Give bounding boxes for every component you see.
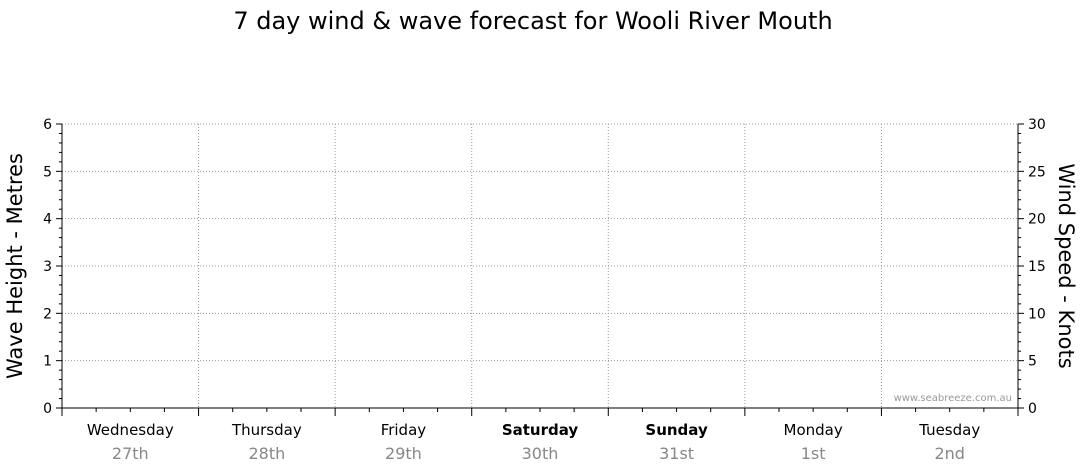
right-axis-title: Wind Speed - Knots	[1054, 163, 1078, 368]
day-name-label: Tuesday	[918, 421, 980, 439]
watermark: www.seabreeze.com.au	[894, 393, 1012, 404]
left-tick-label: 6	[43, 117, 52, 133]
left-axis-title: Wave Height - Metres	[3, 153, 27, 379]
right-tick-label: 0	[1028, 401, 1037, 417]
right-tick-label: 5	[1028, 354, 1037, 370]
left-tick-label: 2	[43, 306, 52, 322]
grid-lines	[62, 123, 1018, 408]
left-tick-label: 4	[43, 212, 52, 228]
day-date-label: 31st	[659, 444, 694, 463]
day-date-label: 27th	[112, 444, 149, 463]
axes	[61, 124, 1019, 416]
chart-title: 7 day wind & wave forecast for Wooli Riv…	[233, 7, 832, 35]
day-date-label: 2nd	[934, 444, 964, 463]
right-tick-label: 30	[1028, 117, 1046, 133]
left-tick-label: 3	[43, 259, 52, 275]
day-name-label: Wednesday	[87, 421, 174, 439]
day-date-label: 28th	[248, 444, 285, 463]
left-axis-ticks: 0 1 2 3 4 5 6	[43, 117, 62, 417]
right-tick-label: 10	[1028, 306, 1046, 322]
left-tick-label: 5	[43, 164, 52, 180]
left-tick-label: 0	[43, 401, 52, 417]
day-name-label: Thursday	[231, 421, 302, 439]
right-tick-label: 20	[1028, 212, 1046, 228]
day-date-label: 30th	[522, 444, 559, 463]
day-name-label: Monday	[784, 421, 843, 439]
day-labels: Wednesday 27th Thursday 28th Friday 29th Satur…	[87, 421, 980, 463]
day-name-label: Sunday	[645, 421, 708, 439]
left-tick-label: 1	[43, 354, 52, 370]
day-date-label: 1st	[801, 444, 826, 463]
right-tick-label: 15	[1028, 259, 1046, 275]
day-name-label: Friday	[381, 421, 427, 439]
day-name-label: Saturday	[502, 421, 579, 439]
right-axis-ticks: 0 5 10 15 20 25 30	[1018, 117, 1046, 417]
right-tick-label: 25	[1028, 164, 1046, 180]
day-date-label: 29th	[385, 444, 422, 463]
